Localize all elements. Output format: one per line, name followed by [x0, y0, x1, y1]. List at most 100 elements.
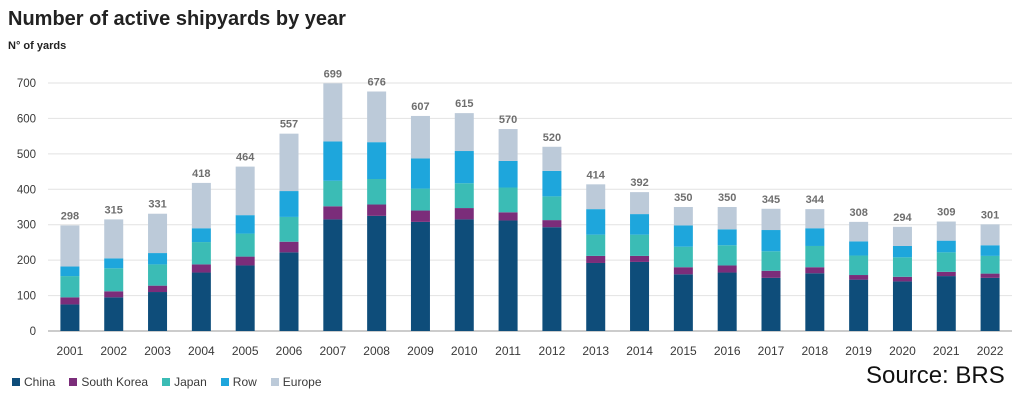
legend-item-china: China: [12, 375, 55, 389]
source-note: Source: BRS: [866, 362, 1005, 389]
bar-segment-south-korea: [586, 255, 606, 263]
bar-segment-japan: [498, 187, 518, 213]
legend-label: Japan: [174, 375, 207, 389]
total-label: 570: [499, 114, 517, 126]
legend-item-europe: Europe: [270, 375, 322, 389]
total-label: 344: [806, 194, 825, 206]
bar-segment-japan: [235, 233, 255, 257]
total-label: 350: [674, 192, 692, 204]
bars: [60, 83, 1000, 331]
bar-segment-south-korea: [805, 267, 825, 274]
y-axis-label: N° of yards: [8, 40, 67, 52]
x-tick-label: 2016: [714, 344, 741, 358]
bar-segment-japan: [936, 252, 956, 272]
bar-segment-south-korea: [717, 265, 737, 273]
bar-segment-row: [630, 214, 650, 235]
chart-title: Number of active shipyards by year: [8, 8, 346, 30]
bar-segment-china: [980, 277, 1000, 331]
x-tick-label: 2014: [626, 344, 653, 358]
total-label: 298: [61, 210, 79, 222]
legend-swatch: [162, 378, 171, 386]
bar-segment-europe: [586, 184, 606, 210]
bar-segment-europe: [367, 91, 387, 143]
total-label: 414: [587, 169, 606, 181]
bar-segment-china: [761, 277, 781, 331]
y-tick-label: 700: [17, 78, 36, 90]
total-label: 676: [367, 77, 385, 89]
bar-segment-europe: [454, 113, 474, 152]
total-label: 315: [105, 204, 123, 216]
total-label: 392: [630, 177, 648, 189]
total-label: 308: [849, 207, 867, 219]
bar-segment-china: [367, 215, 387, 331]
bar-segment-south-korea: [761, 270, 781, 278]
total-labels: 298 315 331 418 464 557 699 676 607 615 570 520 414 3…: [61, 68, 1000, 223]
bar-segment-south-korea: [454, 208, 474, 220]
x-tick-label: 2015: [670, 344, 697, 358]
x-tick-label: 2013: [582, 344, 609, 358]
bar-segment-europe: [410, 115, 430, 159]
bar-segment-row: [60, 266, 80, 277]
bar-segment-japan: [323, 180, 343, 207]
bar-segment-row: [323, 141, 343, 181]
bar-segment-south-korea: [235, 256, 255, 266]
bar-segment-europe: [542, 146, 562, 171]
x-tick-label: 2005: [232, 344, 259, 358]
bar-segment-row: [191, 228, 211, 243]
total-label: 301: [981, 209, 999, 221]
bar-segment-japan: [980, 255, 1000, 274]
bar-segment-row: [235, 215, 255, 234]
bar-segment-europe: [279, 133, 299, 192]
bar-segment-japan: [191, 242, 211, 265]
y-tick-label: 500: [17, 149, 36, 161]
bar-segment-south-korea: [279, 241, 299, 253]
bar-segment-row: [148, 253, 168, 265]
bar-segment-south-korea: [630, 255, 650, 262]
bar-segment-japan: [454, 183, 474, 209]
bar-segment-japan: [148, 264, 168, 286]
bar-segment-europe: [104, 219, 124, 259]
bar-segment-japan: [104, 268, 124, 292]
legend-item-japan: Japan: [162, 375, 207, 389]
bar-segment-row: [892, 245, 912, 258]
x-axis-ticks: 2001 2002 2003 2004 2005 2006 2007 2008 2009 2010…: [57, 344, 1004, 358]
y-axis-ticks: 0 100 200 300 400 500 600 700: [17, 78, 36, 338]
x-tick-label: 2003: [144, 344, 171, 358]
legend-swatch: [69, 378, 78, 386]
bar-segment-china: [936, 276, 956, 331]
bar-segment-south-korea: [542, 220, 562, 228]
y-tick-label: 100: [17, 291, 36, 303]
bar-segment-south-korea: [673, 267, 693, 275]
bar-segment-row: [761, 230, 781, 252]
total-label: 418: [192, 168, 210, 180]
bar-segment-japan: [60, 276, 80, 298]
bar-segment-south-korea: [936, 271, 956, 277]
bar-segment-south-korea: [498, 212, 518, 221]
x-tick-label: 2007: [319, 344, 346, 358]
total-label: 607: [411, 101, 429, 113]
bar-segment-europe: [673, 207, 693, 226]
bar-segment-row: [717, 229, 737, 246]
x-tick-label: 2010: [451, 344, 478, 358]
bar-segment-japan: [542, 196, 562, 221]
total-label: 350: [718, 192, 736, 204]
bar-segment-europe: [191, 182, 211, 229]
bar-segment-china: [148, 292, 168, 331]
legend-item-row: Row: [220, 375, 257, 389]
bar-segment-europe: [717, 207, 737, 230]
bar-segment-south-korea: [191, 264, 211, 273]
bar-segment-japan: [849, 255, 869, 276]
bar-segment-europe: [148, 213, 168, 254]
bar-segment-china: [235, 265, 255, 331]
legend-label: Europe: [282, 375, 322, 389]
legend-label: Row: [232, 375, 257, 389]
legend-label: South Korea: [81, 375, 149, 389]
bar-segment-row: [454, 151, 474, 184]
bar-segment-row: [849, 241, 869, 256]
x-tick-label: 2022: [977, 344, 1004, 358]
y-tick-label: 200: [17, 255, 36, 267]
total-label: 615: [455, 98, 473, 110]
total-label: 557: [280, 119, 298, 131]
bar-segment-europe: [805, 209, 825, 229]
x-tick-label: 2001: [57, 344, 84, 358]
